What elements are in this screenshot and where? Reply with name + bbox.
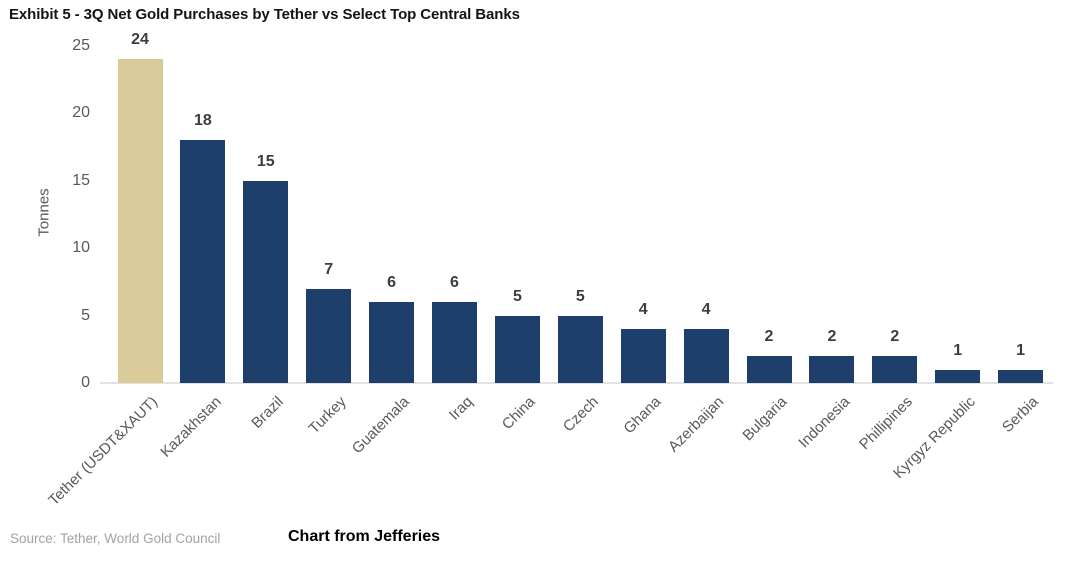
- bar-value-label: 7: [324, 260, 334, 278]
- bar-kyrgyz-republic: [935, 369, 981, 383]
- bar-phillipines: [872, 356, 918, 383]
- x-tick-label: Ghana: [620, 393, 665, 438]
- x-tick-label: Indonesia: [795, 393, 854, 452]
- bar-value-label: 1: [1016, 341, 1026, 359]
- bar-value-label: 6: [387, 274, 397, 292]
- x-tick-label: Iraq: [445, 393, 476, 424]
- source-note: Source: Tether, World Gold Council: [10, 531, 221, 546]
- bar-kazakhstan: [180, 140, 226, 383]
- y-tick-label: 0: [81, 374, 90, 391]
- bar-indonesia: [809, 356, 855, 383]
- attribution-note: Chart from Jefferies: [288, 528, 441, 545]
- x-tick-label: Bulgaria: [739, 393, 791, 445]
- bar-serbia: [998, 369, 1044, 383]
- bar-value-label: 6: [450, 274, 459, 292]
- x-tick-label: Guatemala: [349, 393, 413, 458]
- bar-value-label: 1: [953, 341, 963, 359]
- x-tick-label: Phillipines: [856, 393, 917, 454]
- y-tick-label: 10: [72, 239, 90, 257]
- bar-value-label: 4: [638, 301, 648, 319]
- x-tick-label: Azerbaijan: [665, 393, 728, 456]
- bar-value-label: 2: [764, 328, 774, 346]
- x-tick-label: Serbia: [999, 393, 1042, 436]
- bar-value-label: 5: [512, 287, 522, 305]
- x-tick-label: Czech: [559, 393, 602, 436]
- bar-turkey: [306, 288, 352, 383]
- x-tick-label: Kazakhstan: [156, 393, 225, 461]
- bar-value-label: 2: [890, 328, 900, 346]
- bar-value-label: 4: [701, 301, 711, 319]
- bar-czech: [557, 315, 603, 383]
- bar-value-label: 5: [575, 287, 585, 305]
- bar-value-label: 18: [193, 112, 212, 130]
- bar-value-label: 2: [827, 328, 837, 346]
- x-tick-label: Brazil: [248, 393, 288, 432]
- bar-tether-usdt-xaut: [117, 59, 163, 383]
- bar-value-label: 24: [131, 31, 149, 49]
- chart-title: Exhibit 5 - 3Q Net Gold Purchases by Tet…: [9, 6, 520, 23]
- bar-brazil: [243, 180, 289, 383]
- x-tick-label: Turkey: [305, 393, 351, 438]
- y-tick-label: 20: [72, 104, 90, 122]
- bar-ghana: [620, 329, 666, 383]
- y-tick-label: 25: [72, 37, 90, 54]
- bar-azerbaijan: [683, 329, 729, 383]
- x-axis-line: [100, 382, 1053, 384]
- bar-china: [494, 315, 540, 383]
- bar-value-label: 15: [256, 152, 275, 170]
- bar-iraq: [432, 302, 477, 383]
- x-tick-label: Tether (USDT&XAUT): [45, 393, 162, 510]
- bar-bulgaria: [746, 356, 792, 383]
- bar-guatemala: [369, 302, 415, 383]
- y-tick-label: 15: [72, 171, 90, 189]
- y-tick-label: 5: [81, 306, 90, 324]
- x-tick-label: China: [498, 393, 539, 434]
